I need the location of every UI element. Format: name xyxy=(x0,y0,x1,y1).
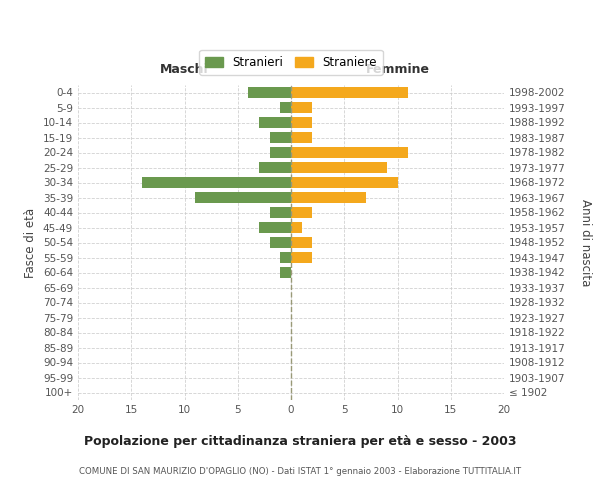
Text: COMUNE DI SAN MAURIZIO D'OPAGLIO (NO) - Dati ISTAT 1° gennaio 2003 - Elaborazion: COMUNE DI SAN MAURIZIO D'OPAGLIO (NO) - … xyxy=(79,468,521,476)
Bar xyxy=(259,117,291,128)
Bar xyxy=(291,102,313,113)
Bar xyxy=(291,237,313,248)
Text: Popolazione per cittadinanza straniera per età e sesso - 2003: Popolazione per cittadinanza straniera p… xyxy=(84,435,516,448)
Bar xyxy=(270,132,291,143)
Bar xyxy=(270,147,291,158)
Bar xyxy=(142,177,291,188)
Bar xyxy=(259,222,291,233)
Bar xyxy=(248,87,291,98)
Bar xyxy=(291,192,365,203)
Bar xyxy=(280,102,291,113)
Bar xyxy=(291,117,313,128)
Text: Femmine: Femmine xyxy=(365,63,430,76)
Y-axis label: Fasce di età: Fasce di età xyxy=(25,208,37,278)
Bar xyxy=(195,192,291,203)
Bar xyxy=(270,237,291,248)
Bar xyxy=(291,252,313,263)
Bar xyxy=(259,162,291,173)
Bar xyxy=(291,207,313,218)
Text: Maschi: Maschi xyxy=(160,63,209,76)
Y-axis label: Anni di nascita: Anni di nascita xyxy=(580,199,593,286)
Bar xyxy=(291,87,408,98)
Bar xyxy=(291,132,313,143)
Bar xyxy=(270,207,291,218)
Bar xyxy=(280,267,291,278)
Bar xyxy=(280,252,291,263)
Legend: Stranieri, Straniere: Stranieri, Straniere xyxy=(199,50,383,75)
Bar xyxy=(291,147,408,158)
Bar xyxy=(291,162,387,173)
Bar xyxy=(291,222,302,233)
Bar xyxy=(291,177,398,188)
